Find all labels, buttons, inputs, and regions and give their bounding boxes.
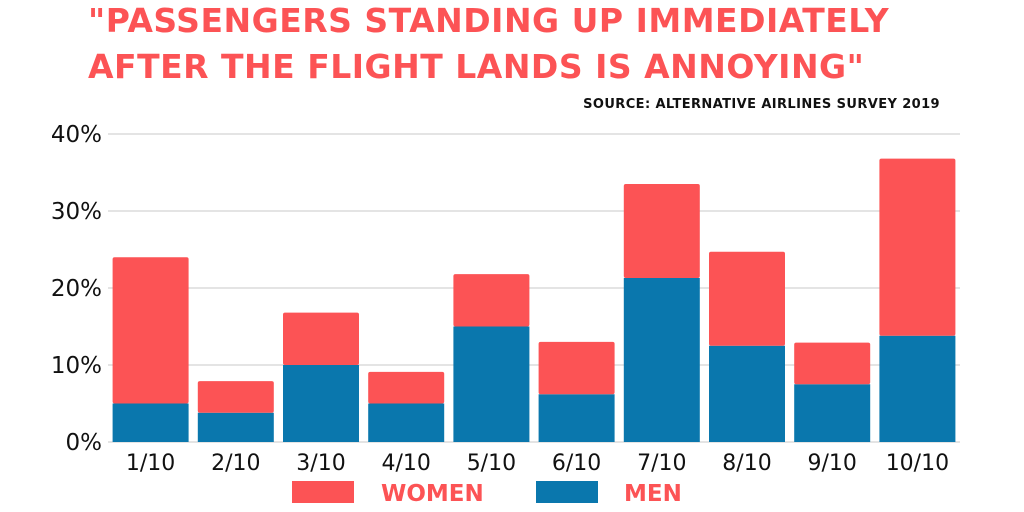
bar-segment-women [453,274,530,327]
bar-segment-women [538,341,615,395]
bar-segment-men [453,326,530,442]
x-tick-label: 7/10 [637,451,686,476]
bar-segment-men [368,403,445,442]
bar-segment-women [283,312,359,365]
y-tick-label: 30% [51,199,102,225]
bar-segment-women [794,342,871,385]
x-tick-label: 6/10 [552,451,601,476]
bar-segment-men [879,335,956,442]
chart-source: SOURCE: ALTERNATIVE AIRLINES SURVEY 2019 [583,97,940,112]
bar-segment-women [368,371,445,404]
bar-segment-men [112,403,189,442]
bar-segment-men [709,345,785,442]
legend-swatch-women [292,481,354,503]
bar-segment-women [623,184,700,278]
bar-segment-men [538,394,615,442]
legend: WOMEN MEN [292,481,682,507]
bar-segment-men [197,412,274,442]
y-tick-label: 10% [51,353,102,379]
y-tick-label: 40% [51,122,102,148]
bar-segment-men [283,365,359,442]
x-tick-label: 5/10 [467,451,516,476]
x-tick-label: 10/10 [886,451,949,476]
y-tick-label: 20% [51,276,102,302]
bar-segment-men [794,384,871,442]
x-tick-label: 9/10 [807,451,856,476]
chart-title-line-2: AFTER THE FLIGHT LANDS IS ANNOYING" [88,47,864,86]
x-axis-ticks: 1/10 2/10 3/10 4/10 5/10 6/10 7/10 8/10 9/10 10/1… [126,451,949,476]
bar-segment-women [197,381,274,413]
chart-title-line-1: "PASSENGERS STANDING UP IMMEDIATELY [88,1,890,40]
legend-label-women: WOMEN [381,481,484,507]
x-tick-label: 8/10 [722,451,771,476]
bar-segment-women [112,257,189,404]
x-tick-label: 1/10 [126,451,175,476]
bar-segment-women [709,251,785,346]
legend-swatch-men [536,481,598,503]
y-axis-ticks: 0% 10% 20% 30% 40% [51,122,102,456]
y-tick-label: 0% [66,430,103,456]
x-tick-label: 4/10 [381,451,430,476]
x-tick-label: 3/10 [296,451,345,476]
bars [112,158,956,442]
x-tick-label: 2/10 [211,451,260,476]
bar-segment-men [623,277,700,442]
legend-label-men: MEN [624,481,682,507]
bar-segment-women [879,158,956,336]
